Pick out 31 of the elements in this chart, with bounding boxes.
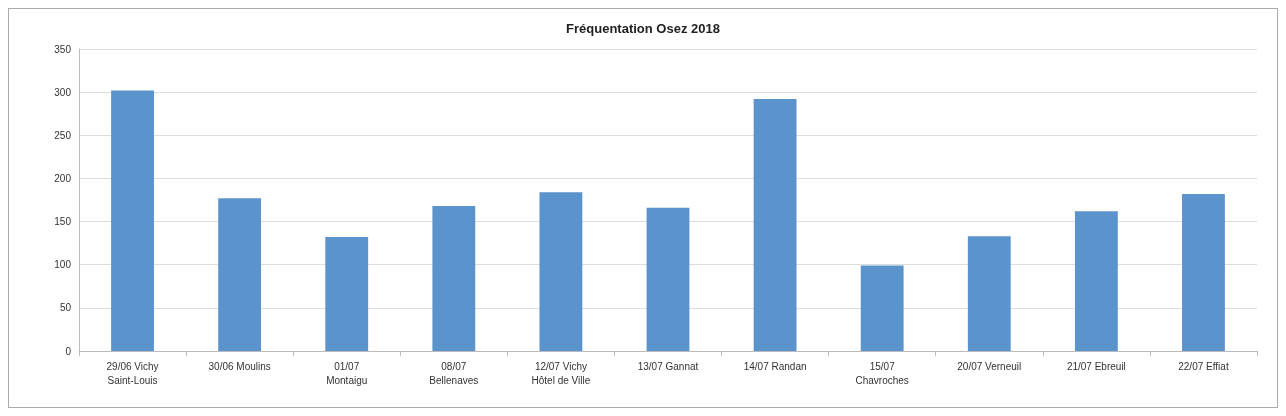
x-tick-label: 12/07 Vichy Hôtel de Ville <box>531 360 591 386</box>
x-tick-label: 15/07 Chavroches <box>855 360 909 386</box>
y-tick-label: 0 <box>65 345 72 357</box>
bar <box>539 192 583 351</box>
y-tick-label: 100 <box>54 259 72 271</box>
bar <box>860 265 904 351</box>
y-tick-label: 200 <box>54 172 72 184</box>
bar <box>111 90 154 351</box>
bar <box>753 99 797 351</box>
bar <box>1074 211 1118 351</box>
y-tick-label: 250 <box>54 129 72 141</box>
x-tick-label: 01/07 Montaigu <box>326 360 368 386</box>
bar <box>1182 193 1225 351</box>
x-tick-label: 20/07 Verneuil <box>957 360 1022 372</box>
x-tick-label: 22/07 Effiat <box>1178 360 1229 372</box>
y-tick-label: 350 <box>54 43 72 55</box>
x-tick-label: 08/07 Bellenaves <box>429 360 479 386</box>
x-tick-label: 30/06 Moulins <box>208 360 271 372</box>
chart-title: Fréquentation Osez 2018 <box>566 21 720 36</box>
x-tick-label: 21/07 Ebreuil <box>1066 360 1126 372</box>
bar <box>967 236 1011 351</box>
y-tick-label: 50 <box>59 302 72 314</box>
x-tick-label: 14/07 Randan <box>743 360 807 372</box>
y-tick-label: 300 <box>54 86 72 98</box>
bar <box>432 206 476 351</box>
x-tick-label: 29/06 Vichy Saint-Louis <box>106 360 159 386</box>
bar <box>646 207 690 351</box>
x-tick-label: 13/07 Gannat <box>637 360 699 372</box>
bar <box>325 237 369 351</box>
y-tick-label: 150 <box>54 216 72 228</box>
bar <box>218 198 262 351</box>
